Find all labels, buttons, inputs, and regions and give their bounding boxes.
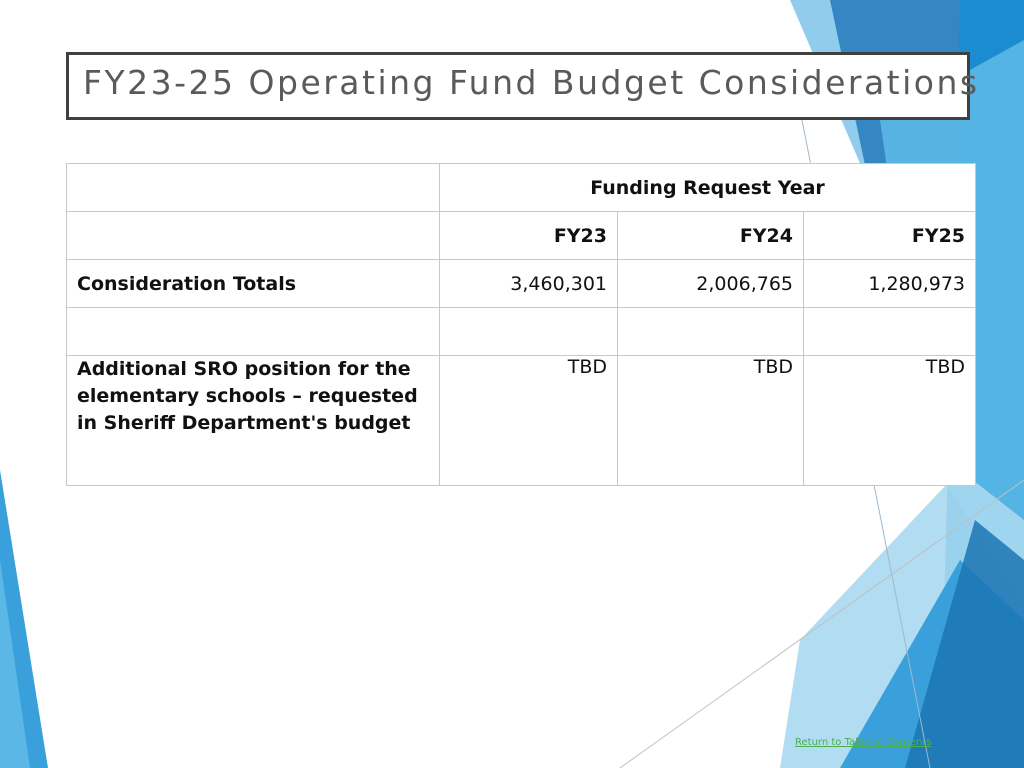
return-to-toc-link[interactable]: Return to Table of Contents (795, 737, 932, 748)
table-header-row-years: FY23 FY24 FY25 (66, 211, 977, 260)
row-label-empty (66, 307, 440, 356)
sro-value-fy24: TBD (617, 355, 804, 486)
column-header-fy25: FY25 (802, 211, 977, 260)
value-fy24: 2,006,765 (617, 259, 804, 308)
empty-value-fy25 (802, 307, 977, 356)
table-header-row-group: Funding Request Year (66, 163, 977, 212)
deco-line-1 (619, 479, 1024, 768)
value-fy23: 3,460,301 (439, 259, 618, 308)
column-header-fy23: FY23 (439, 211, 618, 260)
empty-value-fy23 (439, 307, 618, 356)
sro-value-fy25: TBD (802, 355, 977, 486)
funding-request-year-header: Funding Request Year (438, 163, 977, 212)
sro-value-fy23: TBD (439, 355, 618, 486)
left-facet-light (0, 560, 30, 768)
table-corner-cell (66, 163, 440, 212)
table-blank-cell (66, 211, 440, 260)
table-row: Consideration Totals 3,460,301 2,006,765… (66, 259, 977, 308)
empty-value-fy24 (617, 307, 804, 356)
table-row: Additional SRO position for the elementa… (66, 355, 977, 486)
row-label-additional-sro: Additional SRO position for the elementa… (66, 355, 440, 486)
title-box: FY23-25 Operating Fund Budget Considerat… (66, 52, 977, 120)
budget-table: Funding Request Year FY23 FY24 FY25 Cons… (66, 163, 977, 486)
value-fy25: 1,280,973 (802, 259, 977, 308)
row-label-consideration-totals: Consideration Totals (66, 259, 440, 308)
column-header-fy24: FY24 (617, 211, 804, 260)
slide-title: FY23-25 Operating Fund Budget Considerat… (83, 63, 980, 102)
table-row (66, 307, 977, 356)
right-facet-deep (905, 520, 1024, 768)
